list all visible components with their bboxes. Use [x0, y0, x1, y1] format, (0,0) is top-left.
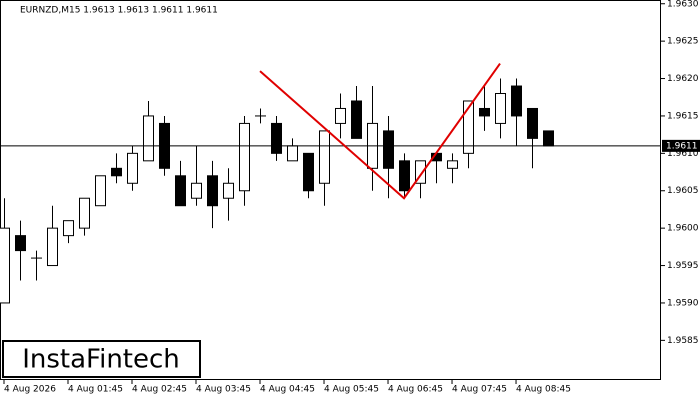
candle-body — [479, 107, 490, 117]
candle-body — [127, 152, 138, 184]
candle-body — [463, 100, 474, 154]
x-tick-label: 4 Aug 05:45 — [324, 385, 379, 395]
last-price-label: 1.9611 — [666, 141, 698, 151]
x-tick-label: 4 Aug 07:45 — [452, 385, 507, 395]
x-tick-label: 4 Aug 04:45 — [260, 385, 315, 395]
plot-area — [0, 63, 661, 304]
candle-body — [543, 130, 554, 147]
candle-body — [511, 85, 522, 117]
candle-body — [383, 130, 394, 169]
x-tick-label: 4 Aug 02:45 — [132, 385, 187, 395]
candle-body — [63, 220, 74, 237]
candle-body — [415, 160, 426, 184]
y-tick-label: 1.9630 — [667, 0, 699, 9]
candle-body — [111, 167, 122, 177]
y-tick-label: 1.9625 — [667, 37, 699, 47]
logo: InstaFintech — [22, 345, 180, 375]
y-tick-label: 1.9595 — [667, 261, 699, 271]
candle-body — [175, 175, 186, 207]
x-tick-label: 4 Aug 06:45 — [388, 385, 443, 395]
candle-body — [47, 227, 58, 267]
y-tick-label: 1.9620 — [667, 74, 699, 84]
y-tick-label: 1.9585 — [667, 336, 699, 346]
x-tick-label: 4 Aug 03:45 — [196, 385, 251, 395]
candle-body — [319, 130, 330, 184]
candle-body — [0, 227, 10, 304]
plot-frame — [0, 0, 661, 380]
candle-body — [191, 182, 202, 199]
candle-body — [399, 160, 410, 192]
pattern-line — [259, 63, 501, 200]
candle-body — [239, 122, 250, 192]
candle-body — [495, 93, 506, 124]
x-tick-label: 4 Aug 2026 — [4, 385, 56, 395]
candle-body — [79, 197, 90, 229]
candle-body — [287, 145, 298, 162]
x-tick-label: 4 Aug 08:45 — [516, 385, 571, 395]
candle-body — [447, 160, 458, 169]
candle-body — [223, 182, 234, 199]
x-tick-label: 4 Aug 01:45 — [68, 385, 123, 395]
candle-body — [143, 115, 154, 162]
candle-body — [207, 175, 218, 207]
candle-body — [95, 175, 106, 207]
candle-body — [335, 107, 346, 124]
y-tick-label: 1.9600 — [667, 224, 699, 234]
y-tick-label: 1.9610 — [667, 149, 699, 159]
candle-body — [303, 152, 314, 192]
chart-title: EURNZD,M15 1.9613 1.9613 1.9611 1.9611 — [20, 6, 218, 16]
y-tick-label: 1.9615 — [667, 111, 699, 121]
candle-body — [351, 100, 362, 139]
candle-body — [15, 235, 26, 252]
logo-box — [2, 340, 201, 378]
y-tick-label: 1.9605 — [667, 186, 699, 196]
y-tick-label: 1.9590 — [667, 298, 699, 308]
candle-body — [271, 122, 282, 154]
last-price-box — [662, 139, 700, 152]
candle-body — [527, 107, 538, 139]
